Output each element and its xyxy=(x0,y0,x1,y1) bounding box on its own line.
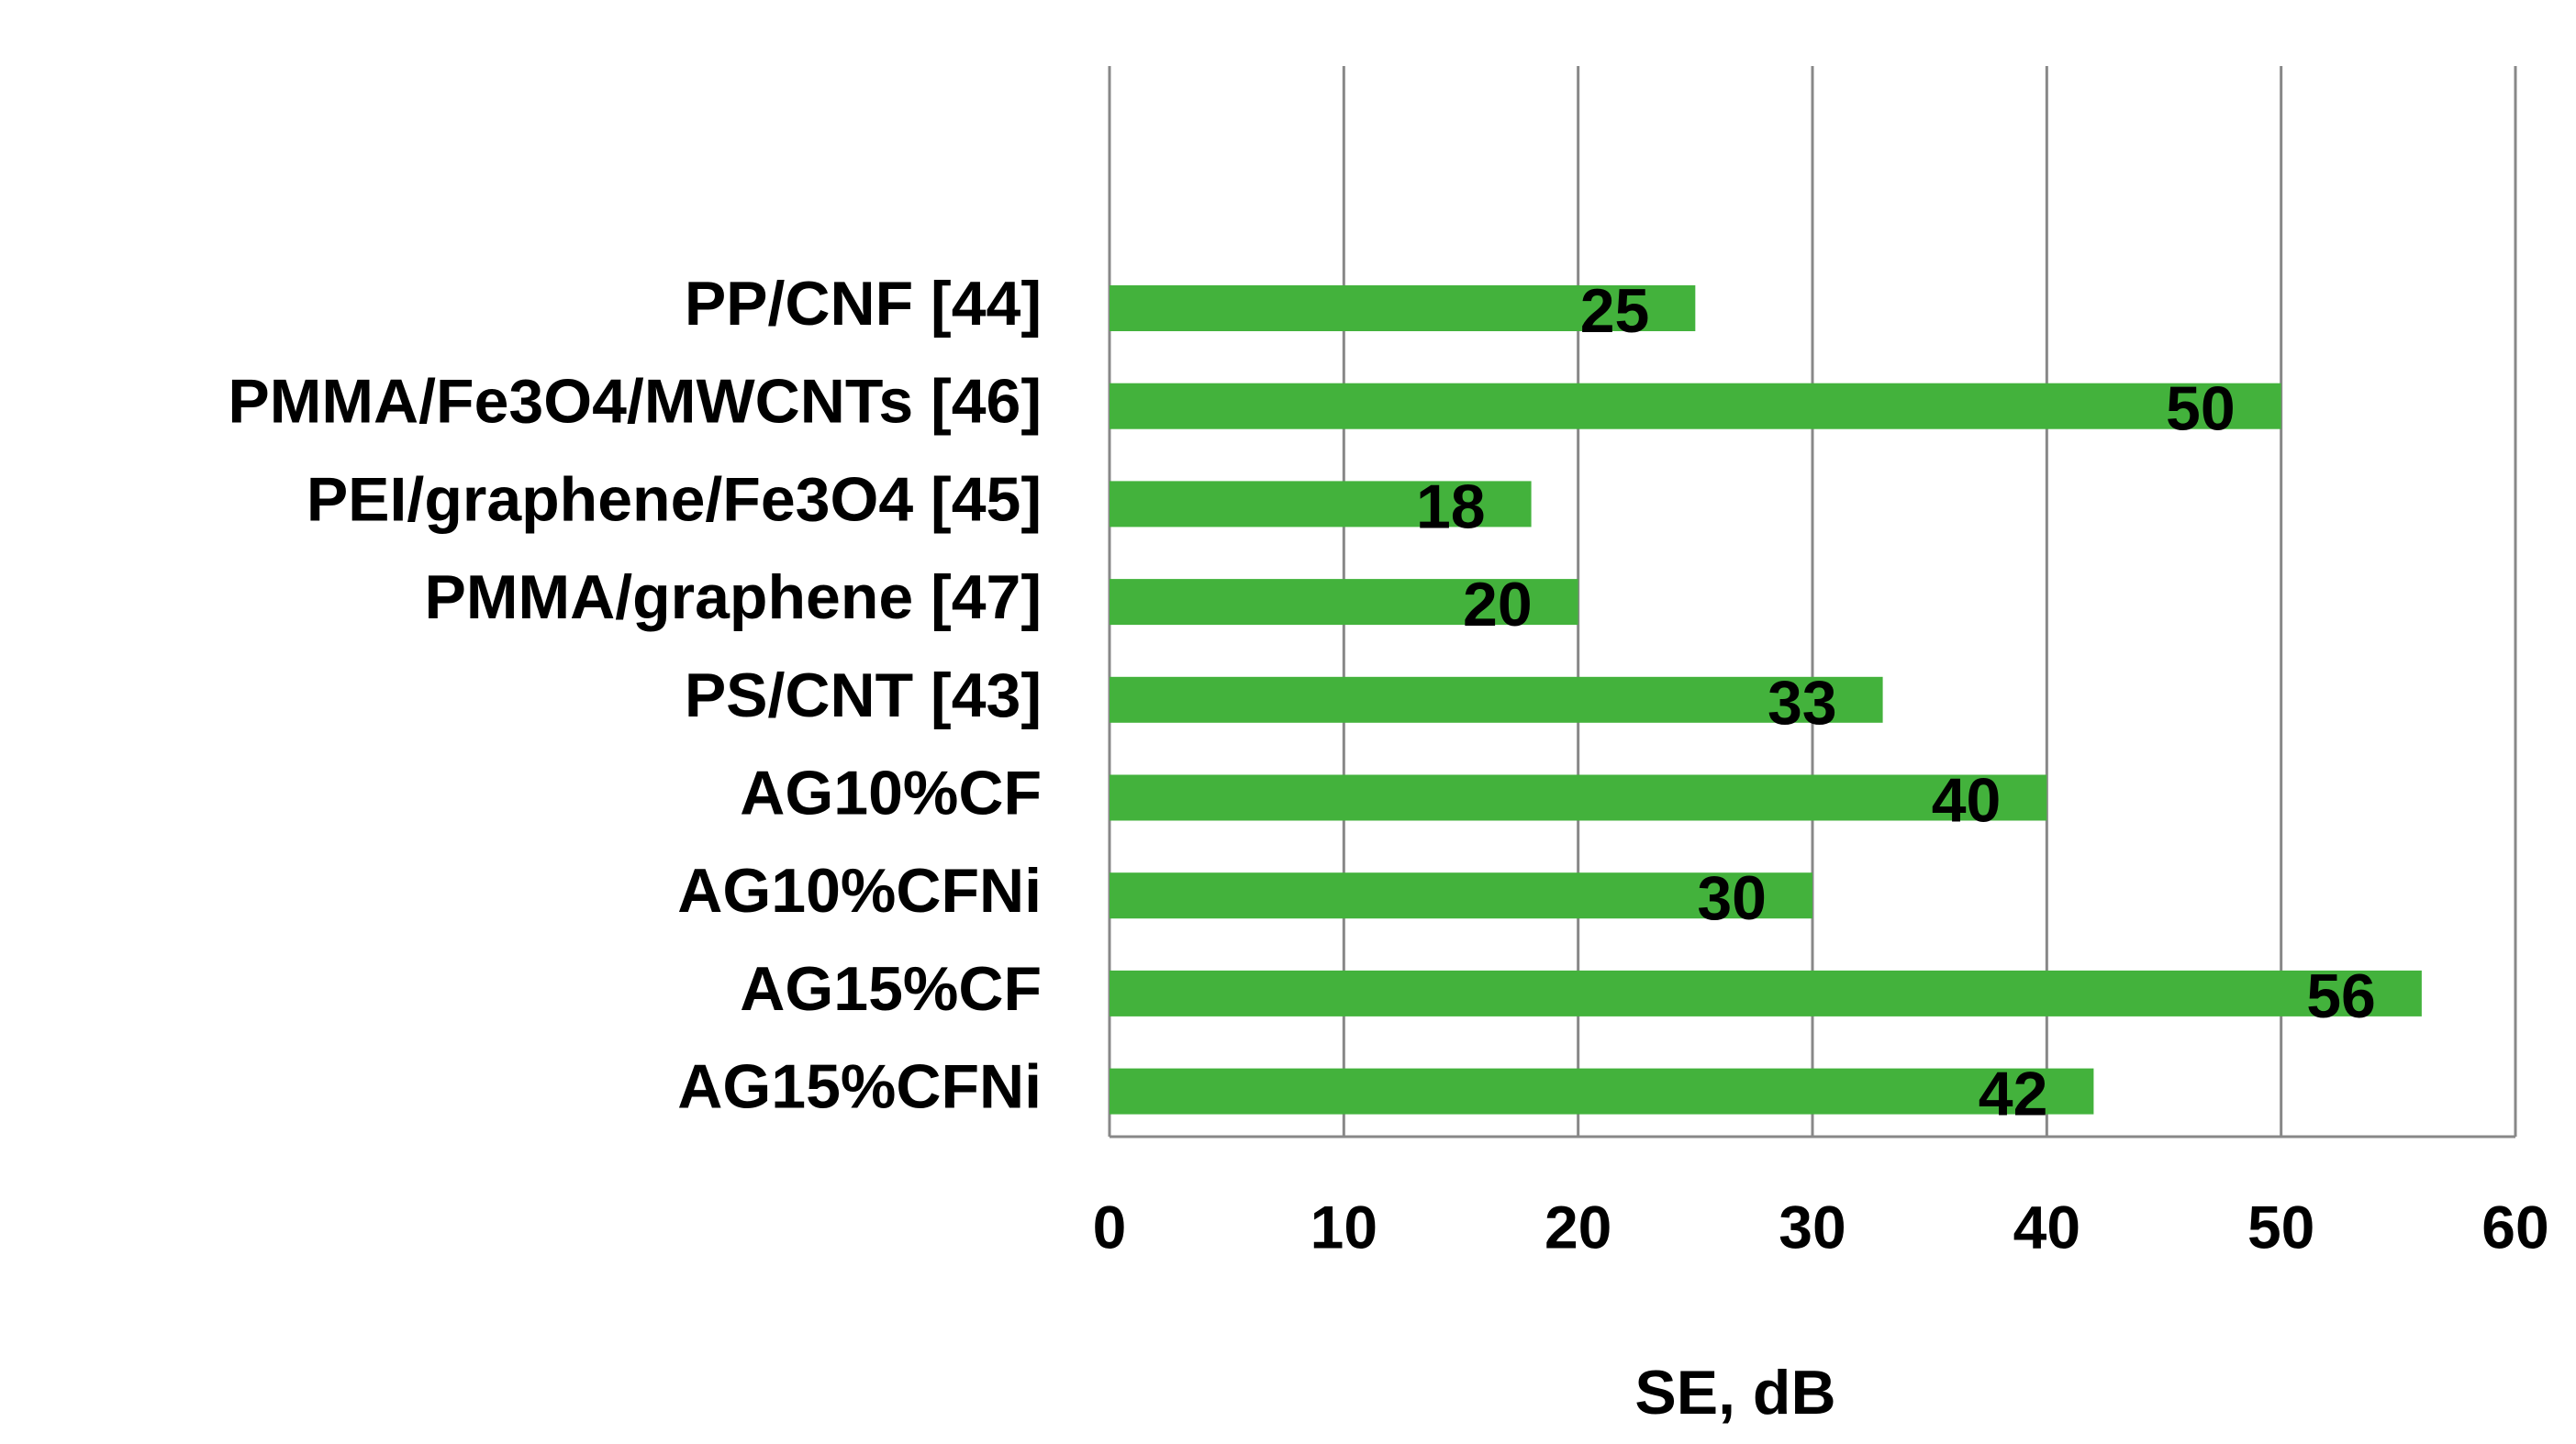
y-tick-label: PEI/graphene/Fe3O4 [45] xyxy=(307,464,1042,534)
x-tick-label: 50 xyxy=(2247,1193,2314,1261)
y-tick-label: PS/CNT [43] xyxy=(685,661,1042,730)
data-label: 50 xyxy=(2166,374,2236,444)
y-tick-label: AG10%CFNi xyxy=(677,856,1042,926)
bar xyxy=(1110,383,2281,429)
x-tick-label: 20 xyxy=(1544,1193,1611,1261)
data-label: 56 xyxy=(2306,961,2376,1031)
bar xyxy=(1110,774,2047,821)
y-tick-label: AG15%CFNi xyxy=(677,1052,1042,1122)
bar xyxy=(1110,970,2422,1016)
x-tick-label: 0 xyxy=(1093,1193,1127,1261)
bar xyxy=(1110,285,1696,331)
y-tick-label: PMMA/graphene [47] xyxy=(424,562,1042,632)
x-tick-label: 40 xyxy=(2013,1193,2080,1261)
y-tick-label: PMMA/Fe3O4/MWCNTs [46] xyxy=(228,367,1042,437)
x-tick-label: 10 xyxy=(1310,1193,1377,1261)
data-label: 20 xyxy=(1463,570,1533,639)
data-label: 40 xyxy=(1932,765,2002,835)
bar xyxy=(1110,872,1812,919)
data-label: 42 xyxy=(1979,1060,2048,1129)
data-label: 30 xyxy=(1697,863,1767,933)
y-tick-label: PP/CNF [44] xyxy=(685,269,1042,339)
data-label: 18 xyxy=(1416,472,1486,541)
x-tick-label: 30 xyxy=(1779,1193,1846,1261)
data-label: 25 xyxy=(1580,276,1650,346)
bar xyxy=(1110,1068,2094,1115)
bar xyxy=(1110,481,1532,528)
bar xyxy=(1110,676,1883,723)
x-axis-title: SE, dB xyxy=(1634,1358,1835,1427)
y-tick-label: AG10%CF xyxy=(740,758,1042,828)
y-tick-label: AG15%CF xyxy=(740,954,1042,1024)
data-label: 33 xyxy=(1768,668,1837,738)
x-tick-label: 60 xyxy=(2481,1193,2548,1261)
bar xyxy=(1110,579,1578,626)
